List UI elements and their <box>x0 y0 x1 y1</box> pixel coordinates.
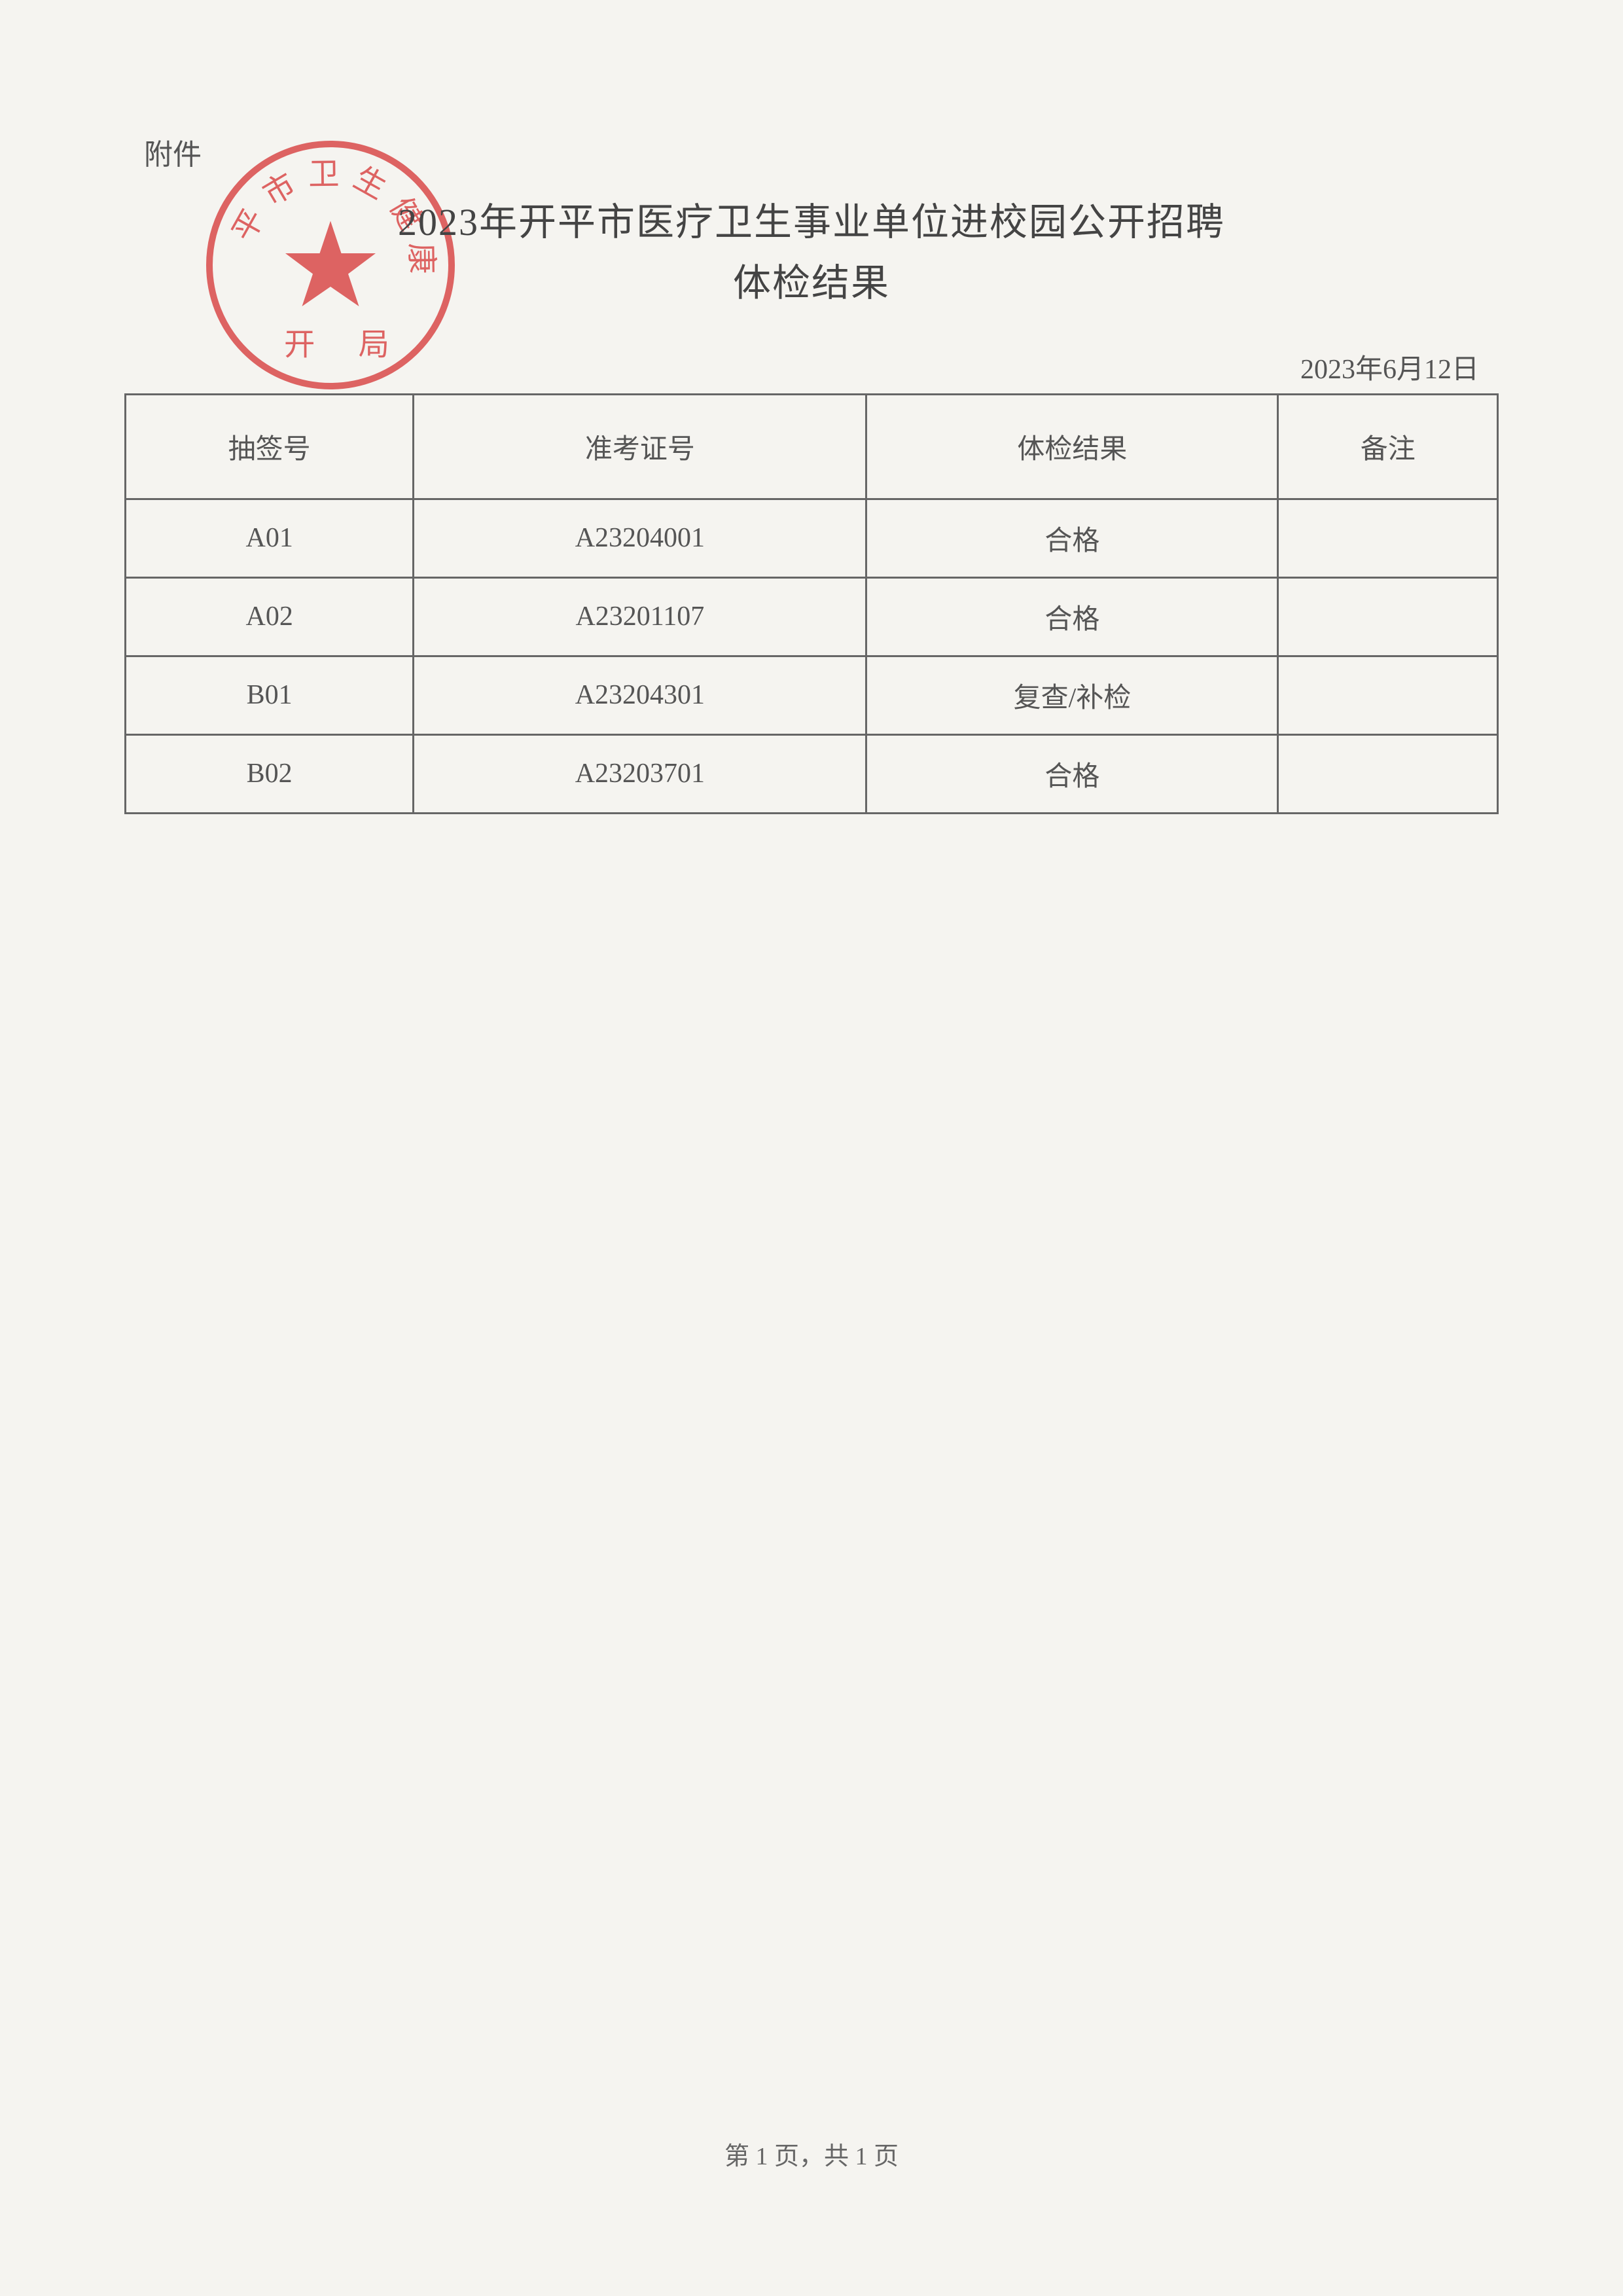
cell-exam-no: A23201107 <box>414 577 866 656</box>
cell-exam-no: A23204301 <box>414 656 866 734</box>
cell-exam-no: A23203701 <box>414 734 866 813</box>
cell-remark <box>1278 656 1498 734</box>
title-line-2: 体检结果 <box>124 253 1499 314</box>
cell-result: 合格 <box>866 734 1278 813</box>
cell-lottery: A02 <box>126 577 414 656</box>
title-block: 2023年开平市医疗卫生事业单位进校园公开招聘 体检结果 <box>124 192 1499 314</box>
cell-remark <box>1278 734 1498 813</box>
cell-lottery: B02 <box>126 734 414 813</box>
cell-lottery: A01 <box>126 499 414 577</box>
header-exam-no: 准考证号 <box>414 394 866 499</box>
header-result: 体检结果 <box>866 394 1278 499</box>
svg-text:局: 局 <box>359 328 389 362</box>
table-row: A01 A23204001 合格 <box>126 499 1498 577</box>
table-row: B01 A23204301 复查/补检 <box>126 656 1498 734</box>
cell-remark <box>1278 577 1498 656</box>
cell-result: 合格 <box>866 499 1278 577</box>
title-line-1: 2023年开平市医疗卫生事业单位进校园公开招聘 <box>124 192 1499 253</box>
document-page: 附件 平市卫生健康 开 局 2023年开平市医疗卫生事业单位进校园公开招聘 体检… <box>0 0 1623 814</box>
table-row: B02 A23203701 合格 <box>126 734 1498 813</box>
svg-text:开: 开 <box>284 328 315 362</box>
cell-lottery: B01 <box>126 656 414 734</box>
cell-exam-no: A23204001 <box>414 499 866 577</box>
cell-remark <box>1278 499 1498 577</box>
header-remark: 备注 <box>1278 394 1498 499</box>
table-header-row: 抽签号 准考证号 体检结果 备注 <box>126 394 1498 499</box>
results-table: 抽签号 准考证号 体检结果 备注 A01 A23204001 合格 A02 A2… <box>124 393 1499 814</box>
cell-result: 合格 <box>866 577 1278 656</box>
page-footer: 第 1 页，共 1 页 <box>0 2136 1623 2172</box>
table-row: A02 A23201107 合格 <box>126 577 1498 656</box>
header-lottery: 抽签号 <box>126 394 414 499</box>
cell-result: 复查/补检 <box>866 656 1278 734</box>
